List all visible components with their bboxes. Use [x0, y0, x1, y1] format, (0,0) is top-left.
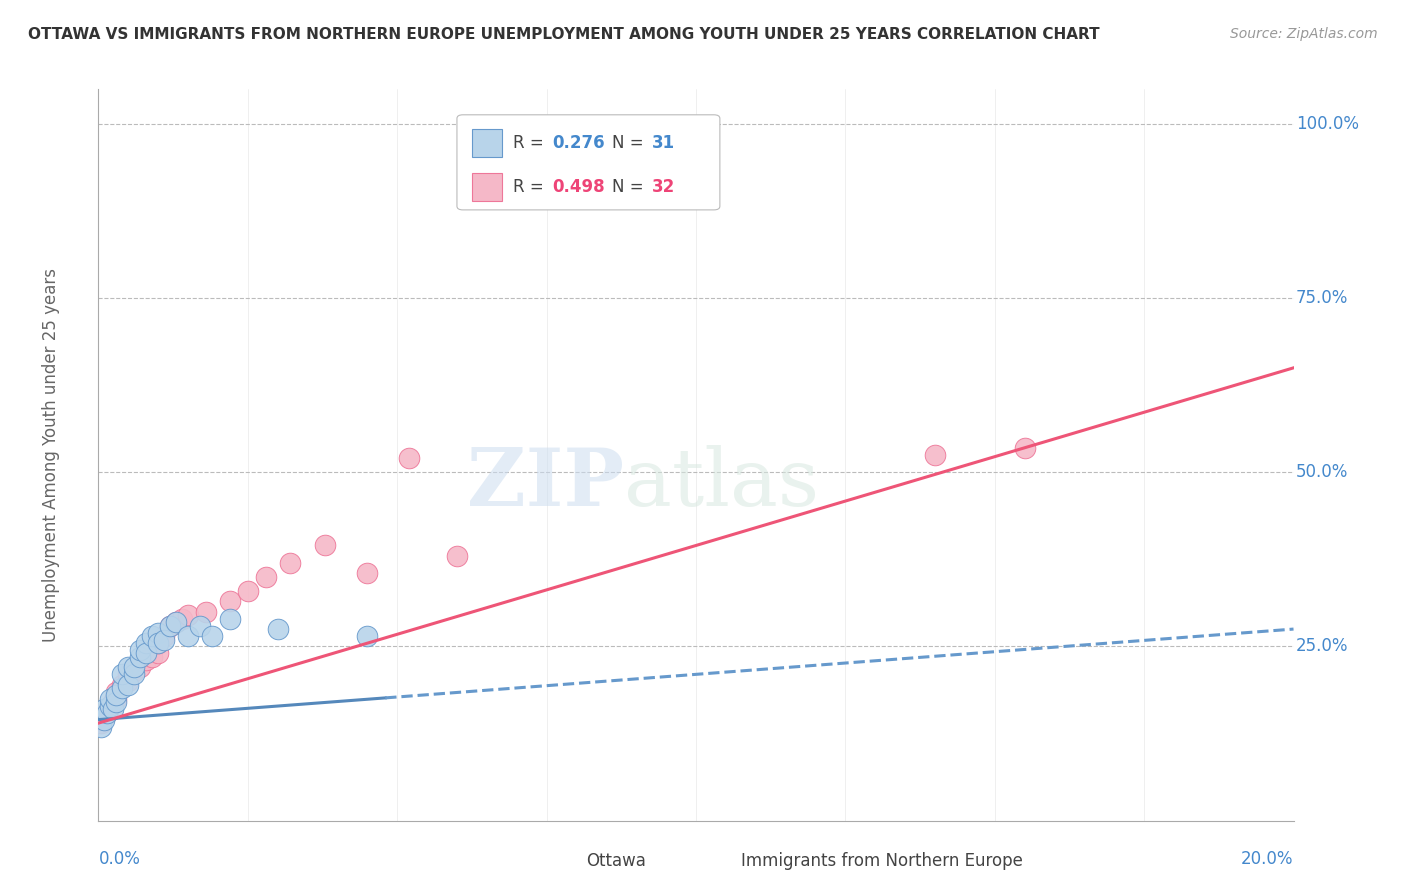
- Text: 32: 32: [652, 178, 675, 196]
- Text: N =: N =: [612, 134, 650, 152]
- Point: [124, 667, 146, 681]
- Point: [236, 583, 259, 598]
- Text: Immigrants from Northern Europe: Immigrants from Northern Europe: [741, 852, 1024, 870]
- Text: atlas: atlas: [624, 445, 820, 524]
- Point: [98, 691, 122, 706]
- Point: [111, 681, 134, 696]
- Point: [446, 549, 468, 563]
- Point: [96, 706, 118, 720]
- Point: [148, 636, 170, 650]
- Point: [135, 636, 157, 650]
- Point: [267, 622, 290, 636]
- Point: [148, 647, 170, 661]
- Point: [93, 713, 115, 727]
- Point: [159, 618, 181, 632]
- Point: [105, 695, 128, 709]
- Text: 20.0%: 20.0%: [1241, 850, 1294, 868]
- Point: [1014, 441, 1036, 455]
- Point: [135, 653, 157, 667]
- Point: [117, 674, 139, 689]
- Text: Unemployment Among Youth under 25 years: Unemployment Among Youth under 25 years: [42, 268, 59, 642]
- Text: 0.0%: 0.0%: [98, 850, 141, 868]
- Point: [105, 691, 128, 706]
- Point: [165, 615, 187, 629]
- Point: [96, 706, 118, 720]
- FancyBboxPatch shape: [553, 855, 579, 878]
- Point: [219, 612, 242, 626]
- Point: [129, 643, 152, 657]
- Text: N =: N =: [612, 178, 650, 196]
- Text: 0.276: 0.276: [553, 134, 605, 152]
- Point: [93, 702, 115, 716]
- Point: [111, 678, 134, 692]
- FancyBboxPatch shape: [457, 115, 720, 210]
- FancyBboxPatch shape: [709, 855, 734, 878]
- Text: 0.498: 0.498: [553, 178, 605, 196]
- Point: [148, 636, 170, 650]
- Text: 75.0%: 75.0%: [1296, 289, 1348, 307]
- Point: [172, 612, 194, 626]
- Point: [356, 629, 378, 643]
- Point: [153, 632, 176, 647]
- Point: [117, 678, 139, 692]
- Text: OTTAWA VS IMMIGRANTS FROM NORTHERN EUROPE UNEMPLOYMENT AMONG YOUTH UNDER 25 YEAR: OTTAWA VS IMMIGRANTS FROM NORTHERN EUROP…: [28, 27, 1099, 42]
- Point: [98, 698, 122, 713]
- Point: [141, 629, 163, 643]
- Point: [90, 716, 112, 731]
- Point: [219, 594, 242, 608]
- Point: [141, 649, 163, 664]
- Point: [135, 647, 157, 661]
- Point: [117, 660, 139, 674]
- Point: [165, 615, 187, 629]
- Point: [177, 608, 200, 623]
- Point: [254, 570, 277, 584]
- Text: 100.0%: 100.0%: [1296, 115, 1360, 133]
- Point: [177, 629, 200, 643]
- Point: [201, 629, 224, 643]
- Point: [153, 629, 176, 643]
- Text: Source: ZipAtlas.com: Source: ZipAtlas.com: [1230, 27, 1378, 41]
- Point: [90, 720, 112, 734]
- Point: [117, 667, 139, 681]
- Point: [159, 618, 181, 632]
- Point: [278, 556, 301, 570]
- Point: [315, 539, 337, 553]
- Point: [194, 605, 218, 619]
- FancyBboxPatch shape: [472, 129, 502, 157]
- Point: [148, 625, 170, 640]
- Point: [129, 660, 152, 674]
- Point: [93, 709, 115, 723]
- Point: [356, 566, 378, 581]
- Point: [124, 660, 146, 674]
- Point: [111, 667, 134, 681]
- Text: ZIP: ZIP: [467, 445, 624, 524]
- Text: 31: 31: [652, 134, 675, 152]
- Point: [103, 702, 125, 716]
- Text: R =: R =: [513, 134, 550, 152]
- FancyBboxPatch shape: [472, 173, 502, 201]
- Point: [188, 618, 211, 632]
- Text: 50.0%: 50.0%: [1296, 463, 1348, 482]
- Point: [105, 688, 128, 702]
- Text: Ottawa: Ottawa: [586, 852, 645, 870]
- Point: [98, 698, 122, 713]
- Text: R =: R =: [513, 178, 550, 196]
- Point: [103, 695, 125, 709]
- Point: [398, 451, 420, 466]
- Point: [105, 685, 128, 699]
- Text: 25.0%: 25.0%: [1296, 638, 1348, 656]
- Point: [924, 448, 946, 462]
- Point: [129, 649, 152, 664]
- Point: [124, 664, 146, 678]
